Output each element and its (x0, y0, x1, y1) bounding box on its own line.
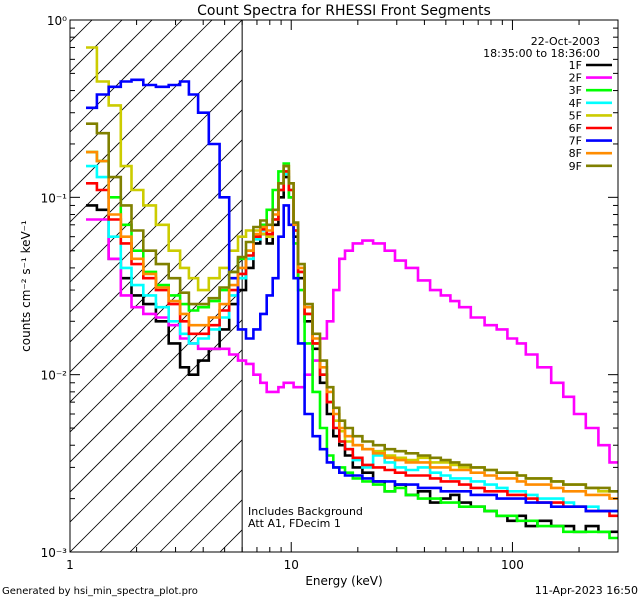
legend-label-6F: 6F (569, 122, 582, 135)
hatch-line (70, 20, 213, 163)
observation-date: 22-Oct-2003 (531, 35, 600, 48)
series-line-3F (86, 150, 618, 540)
chart-title: Count Spectra for RHESSI Front Segments (197, 3, 491, 19)
plot-frame (69, 19, 619, 553)
legend-label-8F: 8F (569, 147, 582, 160)
x-tick-label: 100 (501, 558, 524, 572)
y-tick-label: 10⁻¹ (41, 191, 68, 205)
hatch-line (70, 349, 243, 523)
series-line-9F (86, 122, 618, 493)
annotation-attenuator: Att A1, FDecim 1 (248, 517, 341, 530)
y-tick-label: 10⁻² (41, 369, 68, 383)
legend-label-7F: 7F (569, 135, 582, 148)
hatch-line (70, 199, 243, 373)
series-line-8F (86, 150, 618, 500)
hatch-line (129, 439, 243, 552)
hatch-line (99, 409, 243, 552)
hatch-line (70, 20, 153, 103)
series-group (86, 46, 618, 540)
hatch-line (70, 20, 243, 193)
hatched-region (70, 20, 243, 552)
hatch-line (70, 229, 243, 403)
legend-label-4F: 4F (569, 97, 582, 110)
series-line-7F (86, 78, 618, 513)
legend-label-5F: 5F (569, 109, 582, 122)
hatch-line (70, 379, 243, 552)
hatch-line (70, 49, 243, 223)
observation-time-range: 18:35:00 to 18:36:00 (483, 47, 600, 60)
hatch-line (70, 289, 243, 463)
legend-label-9F: 9F (569, 160, 582, 173)
legend-label-1F: 1F (569, 59, 582, 72)
axis-tick-labels: 1 10 100 10⁰ 10⁻¹ 10⁻² 10⁻³ (41, 14, 524, 572)
hatch-line (70, 20, 183, 133)
x-tick-label: 10 (284, 558, 299, 572)
legend-label-2F: 2F (569, 72, 582, 85)
y-tick-label: 10⁻³ (41, 546, 68, 560)
x-tick-label: 1 (66, 558, 74, 572)
hatch-line (70, 139, 243, 313)
x-axis-label: Energy (keV) (305, 574, 382, 588)
hatch-line (70, 169, 243, 343)
hatch-line (70, 20, 123, 73)
y-tick-label: 10⁰ (47, 14, 67, 28)
footer-timestamp: 11-Apr-2023 16:50 (535, 584, 638, 597)
annotation-background: Includes Background (248, 505, 363, 518)
hatch-line (70, 109, 243, 283)
y-axis-label: counts cm⁻² s⁻¹ keV⁻¹ (19, 220, 33, 352)
footer-generator: Generated by hsi_min_spectra_plot.pro (2, 586, 198, 597)
hatch-line (70, 319, 243, 493)
axis-ticks (69, 19, 619, 553)
legend-label-3F: 3F (569, 84, 582, 97)
